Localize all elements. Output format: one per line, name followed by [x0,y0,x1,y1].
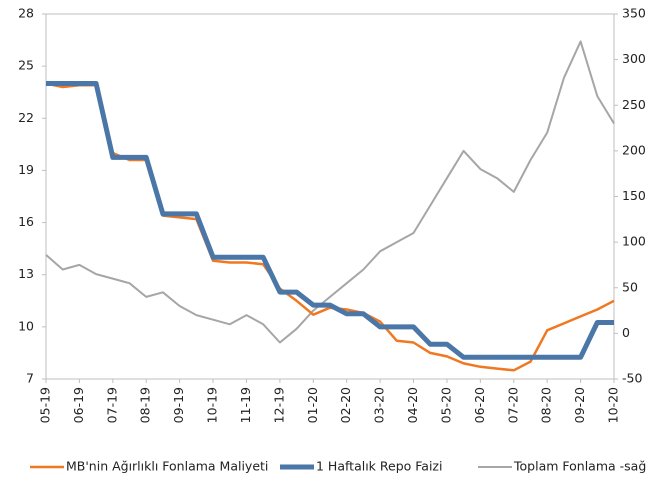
x-tick-label: 03-20 [372,387,387,423]
y-tick-label: 22 [18,110,34,125]
y2-tick-label: 0 [622,325,630,340]
x-tick-label: 12-19 [271,387,286,423]
y-tick-label: 7 [26,371,34,386]
y2-tick-label: 300 [622,51,646,66]
y2-tick-label: 150 [622,188,646,203]
x-tick-label: 07-20 [505,387,520,423]
series-line [45,82,615,372]
y2-tick-label: -50 [622,371,642,386]
x-tick-label: 09-19 [171,387,186,423]
x-tick-label: 05-19 [38,387,53,423]
x-tick-label: 08-20 [539,387,554,423]
y2-tick-label: 250 [622,97,646,112]
x-tick-label: 02-20 [338,387,353,423]
x-tick-label: 04-20 [405,387,420,423]
x-tick-label: 11-19 [238,387,253,423]
x-tick-label: 07-19 [104,387,119,423]
series-line [45,40,615,344]
plot-frame [45,13,615,380]
x-tick-label: 10-19 [205,387,220,423]
y-tick-label: 28 [18,6,34,21]
y2-tick-label: 50 [622,279,638,294]
y2-tick-label: 200 [622,142,646,157]
x-tick-label: 01-20 [305,387,320,423]
x-tick-label: 06-19 [71,387,86,423]
x-tick-label: 09-20 [572,387,587,423]
legend-label: MB'nin Ağırlıklı Fonlama Maliyeti [66,459,268,474]
y2-tick-label: 100 [622,234,646,249]
y-tick-label: 16 [18,214,34,229]
x-tick-label: 05-20 [438,387,453,423]
x-tick-label: 08-19 [138,387,153,423]
series-line [46,81,614,360]
y-tick-label: 25 [18,58,34,73]
legend-label: 1 Haftalık Repo Faizi [316,459,442,474]
x-tick-label: 06-20 [472,387,487,423]
y2-tick-label: 350 [622,6,646,21]
legend-label: Toplam Fonlama -sağ [513,459,646,474]
y-tick-label: 13 [18,266,34,281]
x-tick-label: 10-20 [606,387,621,423]
y-tick-label: 10 [18,318,34,333]
y-tick-label: 19 [18,162,34,177]
